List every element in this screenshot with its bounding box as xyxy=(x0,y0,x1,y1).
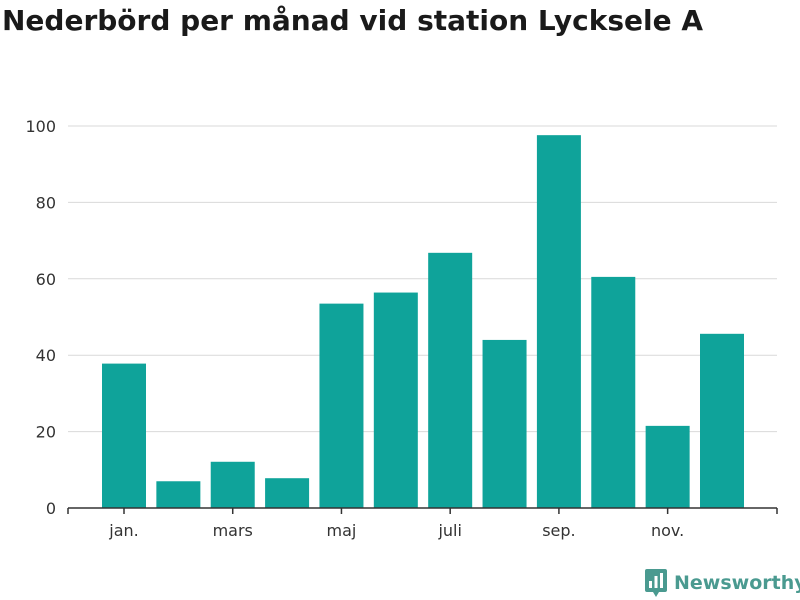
x-tick-label: jan. xyxy=(108,521,138,540)
bar-juni xyxy=(373,292,418,508)
bars xyxy=(102,135,744,508)
bar-dec xyxy=(700,333,744,508)
chart-logo-icon xyxy=(645,569,667,597)
bar-okt xyxy=(591,276,636,508)
y-tick-label: 60 xyxy=(36,270,56,289)
x-tick-label: mars xyxy=(213,521,253,540)
bar-apr xyxy=(265,478,310,508)
y-tick-label: 80 xyxy=(36,193,56,212)
brand-logo: Newsworthy xyxy=(644,568,800,598)
x-tick-label: nov. xyxy=(651,521,684,540)
x-tick-label: sep. xyxy=(542,521,575,540)
y-tick-labels: 0 20 40 60 80 100 xyxy=(25,117,56,518)
y-tick-label: 100 xyxy=(25,117,56,136)
y-tick-label: 20 xyxy=(36,423,56,442)
y-tick-label: 40 xyxy=(36,346,56,365)
bar-feb xyxy=(156,481,201,508)
chart-title: Nederbörd per månad vid station Lycksele… xyxy=(2,4,703,37)
bar-mars xyxy=(210,461,255,508)
bar-aug xyxy=(482,339,527,508)
x-tick-labels: jan. mars maj juli sep. nov. xyxy=(108,521,684,540)
x-tick-label: juli xyxy=(437,521,461,540)
bar-maj xyxy=(319,303,364,508)
gridlines xyxy=(68,125,777,433)
bar-sep xyxy=(536,135,581,508)
bar-nov xyxy=(645,425,690,508)
brand-name: Newsworthy xyxy=(674,572,800,594)
bar-jan xyxy=(102,363,146,508)
bar-juli xyxy=(428,252,473,508)
x-tick-label: maj xyxy=(327,521,357,540)
y-tick-label: 0 xyxy=(46,499,56,518)
x-axis xyxy=(67,507,778,514)
